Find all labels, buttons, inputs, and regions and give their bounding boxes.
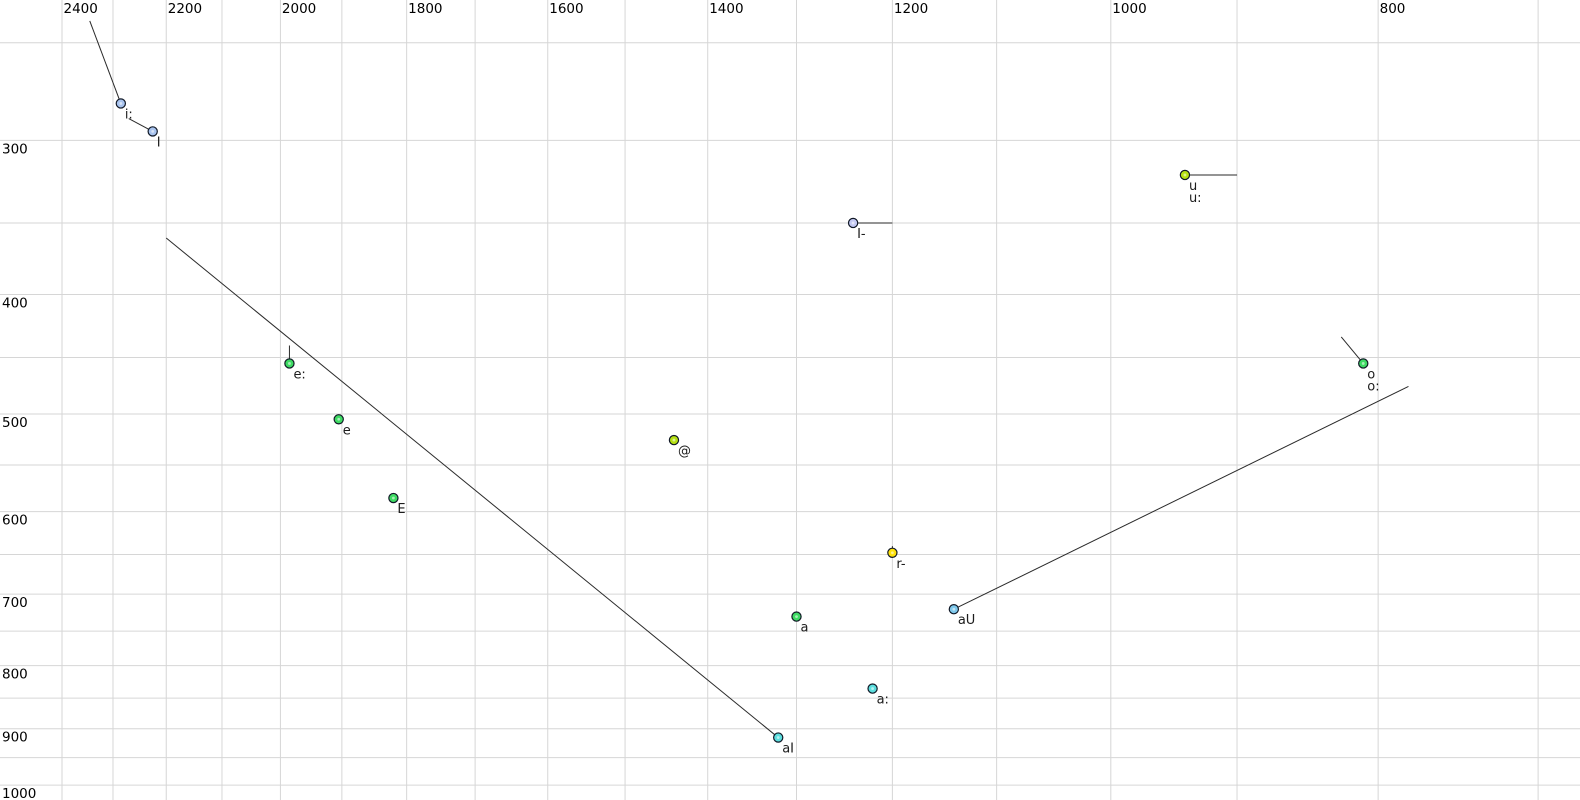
vowel-point-center-i: xyxy=(119,102,123,105)
vowel-point-center-o xyxy=(1361,362,1365,365)
vowel-label-e: e xyxy=(343,423,351,438)
vowel-label-o:: o: xyxy=(1367,379,1379,394)
x-tick-label-2200: 2200 xyxy=(168,1,202,17)
glide-line-aI xyxy=(165,237,779,738)
x-tick-label-1400: 1400 xyxy=(709,1,743,17)
vowel-point-center-aU xyxy=(952,607,956,611)
x-tick-label-2400: 2400 xyxy=(64,1,98,17)
vowel-label-a: a xyxy=(800,621,808,636)
vowel-point-center-u xyxy=(1183,173,1187,177)
vowel-label-I-: I- xyxy=(857,227,866,242)
x-tick-label-1600: 1600 xyxy=(549,1,583,17)
y-tick-label-900: 900 xyxy=(2,730,28,746)
vowel-point-center-a: xyxy=(871,687,874,690)
glide-line-o xyxy=(1340,336,1364,364)
glide-line-aU xyxy=(953,386,1409,610)
vowel-point-center-I xyxy=(151,129,155,133)
y-tick-label-400: 400 xyxy=(2,295,28,311)
vowel-point-center-I- xyxy=(851,221,855,225)
vowel-label-E: E xyxy=(397,502,405,517)
x-tick-label-1000: 1000 xyxy=(1112,1,1146,17)
y-tick-label-1000: 1000 xyxy=(2,786,36,800)
vowel-label-i:: i: xyxy=(125,107,133,122)
x-tick-label-2000: 2000 xyxy=(282,1,316,17)
vowel-point-center-e: xyxy=(288,362,291,365)
vowel-point-center-r- xyxy=(890,551,894,555)
y-tick-label-700: 700 xyxy=(2,595,28,611)
vowel-label-u:: u: xyxy=(1189,191,1202,206)
vowel-label-@: @ xyxy=(678,444,691,459)
vowel-label-r-: r- xyxy=(896,557,906,572)
vowel-point-center-@ xyxy=(672,438,676,442)
vowel-label-o: o xyxy=(1367,367,1375,382)
vowel-point-center-aI xyxy=(776,736,780,739)
vowel-label-aU: aU xyxy=(958,613,975,628)
x-tick-label-800: 800 xyxy=(1380,1,1406,17)
vowel-point-center-E xyxy=(392,496,395,500)
vowel-point-center-a xyxy=(795,615,798,618)
x-tick-label-1800: 1800 xyxy=(408,1,442,17)
glide-line-i: xyxy=(89,20,122,104)
y-tick-label-500: 500 xyxy=(2,415,28,431)
vowel-point-center-e xyxy=(337,417,341,421)
vowel-label-I: I xyxy=(157,135,161,150)
vowel-label-u: u xyxy=(1189,179,1197,194)
x-tick-label-1200: 1200 xyxy=(894,1,928,17)
vowel-label-e:: e: xyxy=(293,367,305,382)
y-tick-label-800: 800 xyxy=(2,667,28,683)
vowel-label-a:: a: xyxy=(877,693,889,708)
vowel-label-aI: aI xyxy=(782,742,794,757)
y-tick-label-600: 600 xyxy=(2,513,28,529)
y-tick-label-300: 300 xyxy=(2,141,28,157)
